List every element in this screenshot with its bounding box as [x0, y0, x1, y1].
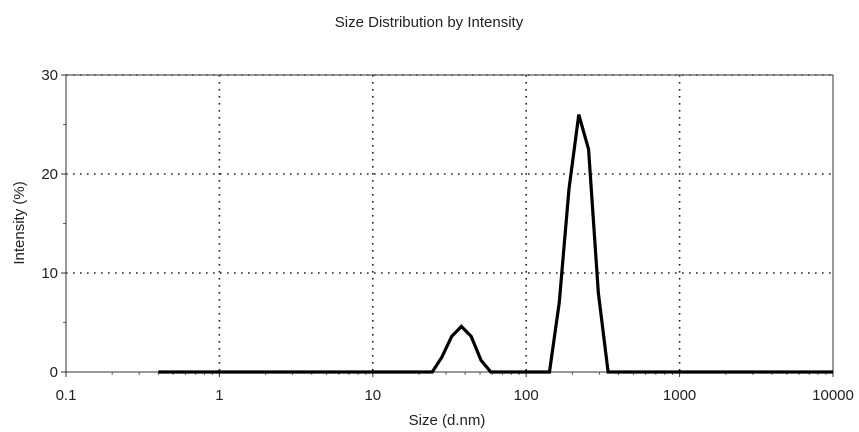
- series-line: [158, 114, 833, 374]
- x-tick-label: 1: [215, 387, 223, 404]
- x-tick-label: 10: [364, 387, 381, 404]
- grid-lines: [66, 74, 833, 372]
- y-tick-label: 0: [50, 364, 58, 381]
- x-tick-label: 1000: [663, 387, 696, 404]
- plot-frame: [65, 74, 834, 373]
- chart-title: Size Distribution by Intensity: [335, 14, 524, 31]
- x-tick-label: 0.1: [56, 387, 77, 404]
- x-axis-label: Size (d.nm): [409, 412, 486, 429]
- x-tick-label: 100: [514, 387, 539, 404]
- y-axis-label: Intensity (%): [11, 181, 28, 264]
- y-tick-label: 10: [41, 265, 58, 282]
- y-tick-label: 20: [41, 166, 58, 183]
- x-tick-label: 10000: [812, 387, 854, 404]
- minor-ticks: [63, 124, 827, 375]
- series-layer: [158, 114, 833, 374]
- axis-ticks: 0.1 1 10 100 1000 10000 0 10 20 30: [41, 67, 854, 404]
- y-tick-label: 30: [41, 67, 58, 84]
